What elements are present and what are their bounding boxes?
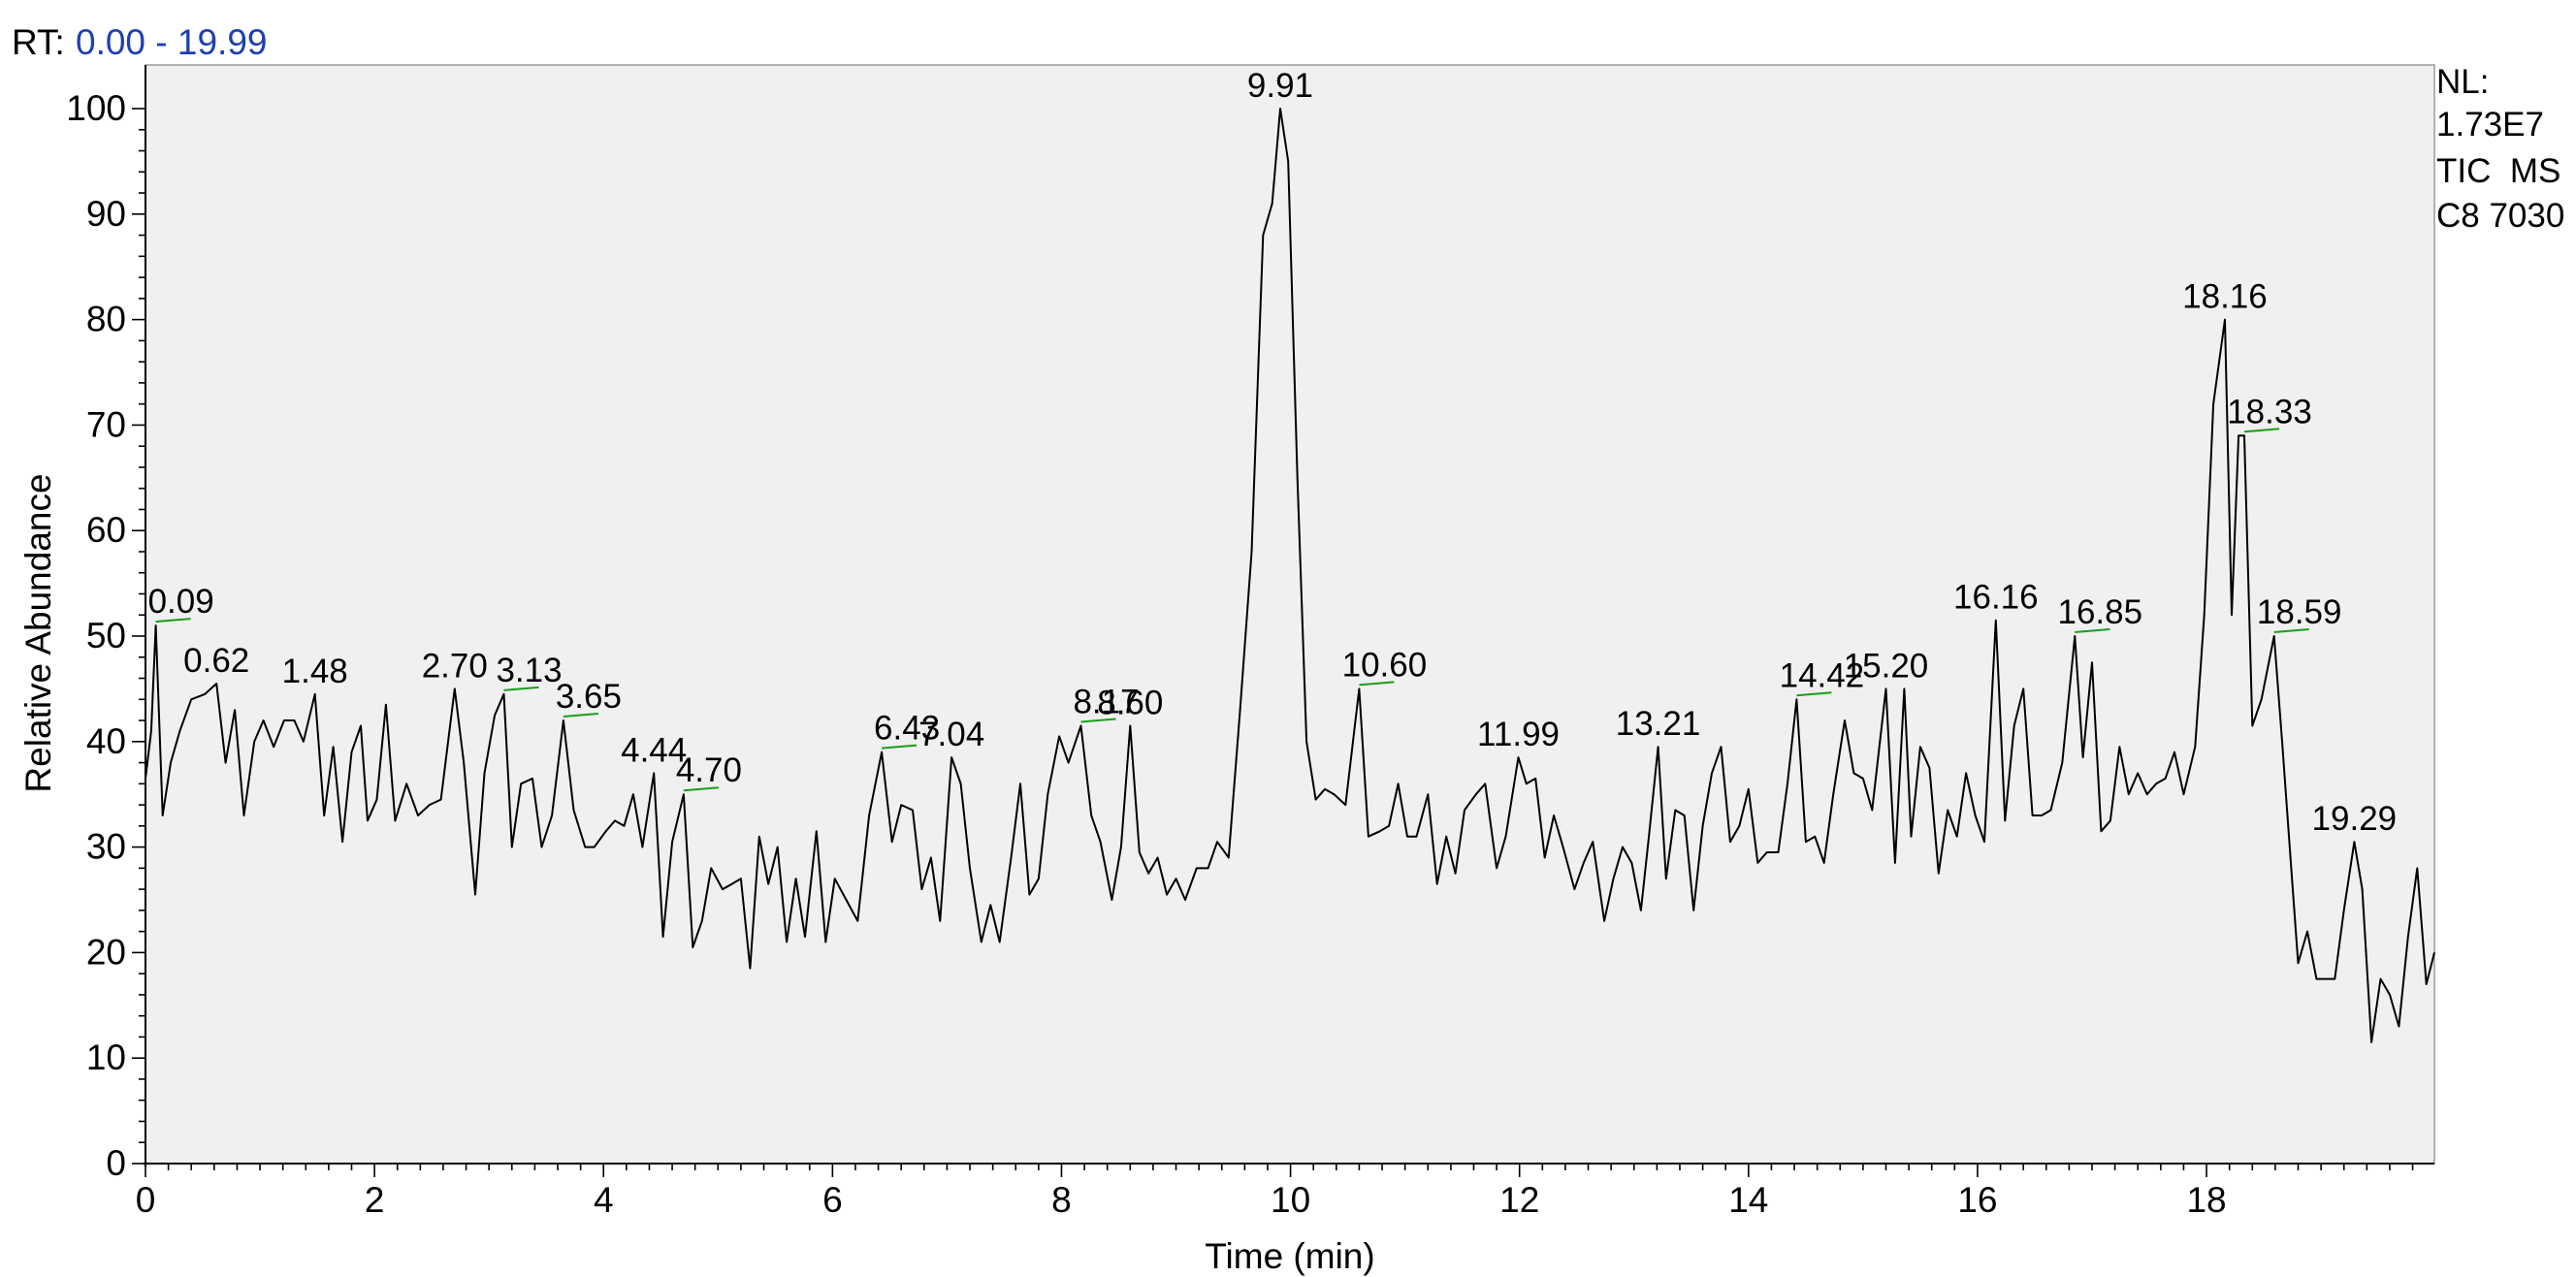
x-tick-label: 8 <box>1051 1180 1072 1220</box>
peak-18-16: 18.16 <box>2182 278 2268 316</box>
peak-label-text: 18.33 <box>2227 393 2312 431</box>
peak-label-text: 8.60 <box>1097 684 1163 721</box>
peak-label-text: 8.17 <box>1073 683 1139 720</box>
y-tick-label: 80 <box>86 300 126 339</box>
peak-2-70: 2.70 <box>422 647 488 685</box>
trace-layer <box>145 108 2435 1043</box>
peak-7-04: 7.04 <box>918 716 984 753</box>
peak-marker <box>882 744 918 750</box>
peak-label-text: 4.70 <box>676 751 742 789</box>
peak-3-65: 3.65 <box>556 678 622 718</box>
peak-marker <box>2273 628 2309 633</box>
peak-11-99: 11.99 <box>1477 716 1560 753</box>
peak-label-text: 19.29 <box>2312 800 2398 838</box>
peak-8-60: 8.60 <box>1097 684 1163 721</box>
axes: 0 10 20 30 40 50 60 70 80 90 100 0 2 4 6 8 10 12 14 16 18 <box>66 65 2434 1220</box>
x-tick-label: 12 <box>1499 1180 1539 1220</box>
peak-15-20: 15.20 <box>1844 647 1929 685</box>
x-tick-label: 16 <box>1957 1180 1997 1220</box>
y-tick-label: 40 <box>86 721 126 761</box>
tic-trace <box>145 108 2435 1043</box>
peak-label-text: 6.43 <box>874 710 940 748</box>
peak-marker <box>503 686 539 691</box>
peak-marker <box>2243 428 2280 433</box>
sample-name: C8 7030 <box>2436 197 2564 235</box>
peak-8-17: 8.17 <box>1073 683 1140 723</box>
peak-marker <box>683 786 719 792</box>
peak-label-text: 16.85 <box>2057 593 2142 631</box>
y-tick-label: 60 <box>86 510 126 550</box>
info-panel: NL: 1.73E7 TIC MS C8 7030 <box>2436 63 2564 235</box>
peak-0-62: 0.62 <box>183 642 249 680</box>
x-tick-label: 18 <box>2186 1180 2226 1220</box>
peak-label-text: 16.16 <box>1953 579 2039 617</box>
x-tick-label: 10 <box>1271 1180 1310 1220</box>
y-tick-label: 20 <box>86 932 126 972</box>
peak-label-text: 0.62 <box>183 642 249 680</box>
peak-marker <box>1796 691 1832 697</box>
peak-label-text: 13.21 <box>1616 705 1701 743</box>
x-tick-label: 6 <box>822 1180 843 1220</box>
peak-6-43: 6.43 <box>874 710 940 750</box>
peak-19-29: 19.29 <box>2312 800 2398 838</box>
peak-18-59: 18.59 <box>2257 593 2342 633</box>
peak-label-text: 1.48 <box>282 653 348 690</box>
y-tick-label: 10 <box>86 1038 126 1077</box>
peak-14-42: 14.42 <box>1780 656 1865 697</box>
scan-filter: TIC MS <box>2436 152 2560 190</box>
rt-range: 0.00 - 19.99 <box>76 22 267 62</box>
x-tick-label: 14 <box>1728 1180 1768 1220</box>
peak-label-text: 11.99 <box>1477 716 1560 753</box>
x-tick-label: 4 <box>594 1180 614 1220</box>
y-tick-label: 90 <box>86 194 126 234</box>
nl-label: NL: <box>2436 63 2489 101</box>
peak-label-text: 10.60 <box>1342 646 1428 684</box>
peak-label-text: 3.65 <box>556 678 622 716</box>
peak-0-09: 0.09 <box>148 583 214 623</box>
peak-3-13: 3.13 <box>496 652 563 691</box>
peak-label-text: 9.91 <box>1247 67 1313 105</box>
x-tick-label: 0 <box>136 1180 156 1220</box>
peak-label-text: 0.09 <box>148 583 214 621</box>
peak-label-text: 18.59 <box>2257 593 2342 631</box>
peak-16-16: 16.16 <box>1953 579 2039 617</box>
nl-value: 1.73E7 <box>2436 106 2544 144</box>
peak-13-21: 13.21 <box>1616 705 1701 743</box>
peak-10-60: 10.60 <box>1342 646 1428 686</box>
peak-16-85: 16.85 <box>2057 593 2142 633</box>
peak-label-text: 14.42 <box>1780 656 1865 694</box>
peak-marker <box>563 713 598 718</box>
peak-label-text: 15.20 <box>1844 647 1929 685</box>
peak-labels: 0.09 0.62 1.48 2.70 3.133.65 4.444.70 6.437.04… <box>148 67 2398 838</box>
peak-label-text: 4.44 <box>621 731 687 769</box>
y-tick-label: 100 <box>66 88 126 128</box>
peak-marker <box>155 618 191 623</box>
peak-label-text: 18.16 <box>2182 278 2268 316</box>
x-tick-label: 2 <box>365 1180 385 1220</box>
peak-1-48: 1.48 <box>282 653 348 690</box>
peak-label-text: 3.13 <box>496 652 562 689</box>
peak-18-33: 18.33 <box>2227 393 2312 433</box>
y-axis-title: Relative Abundance <box>18 473 58 792</box>
y-tick-label: 30 <box>86 827 126 867</box>
rt-prefix: RT: <box>12 22 65 62</box>
y-tick-label: 0 <box>106 1143 126 1183</box>
peak-label-text: 7.04 <box>918 716 984 753</box>
y-tick-label: 70 <box>86 404 126 444</box>
peak-4-44: 4.44 <box>621 731 687 769</box>
peak-marker <box>1359 681 1395 686</box>
x-axis-title: Time (min) <box>1205 1236 1374 1276</box>
peak-label-text: 2.70 <box>422 647 488 685</box>
peak-marker <box>2075 628 2110 633</box>
peak-4-70: 4.70 <box>676 751 742 792</box>
y-tick-label: 50 <box>86 616 126 655</box>
peak-9-91: 9.91 <box>1247 67 1313 105</box>
peak-marker <box>1080 718 1116 723</box>
